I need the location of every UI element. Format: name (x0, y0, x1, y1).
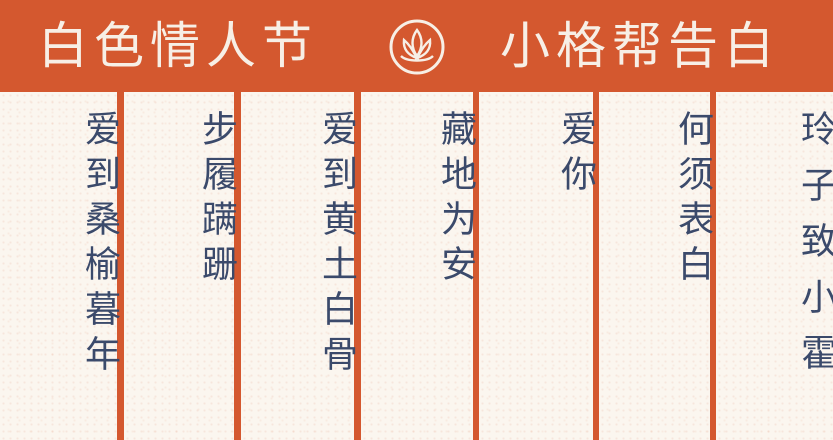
panel-5-text: 爱你 (555, 110, 596, 200)
panel-6-text: 何须表白 (672, 110, 713, 290)
panel-6: 何须表白 (599, 92, 713, 440)
panel-5: 爱你 (479, 92, 596, 440)
lotus-emblem-icon (389, 19, 445, 75)
panel-1-text: 爱到桑榆暮年 (79, 110, 120, 380)
panel-2-text: 步履蹒跚 (196, 110, 237, 290)
header-right-title: 小格帮告白 (500, 17, 780, 75)
header-left-title: 白色情人节 (38, 17, 318, 75)
panel-1: 爱到桑榆暮年 (0, 92, 120, 440)
panel-3: 爱到黄土白骨 (241, 92, 357, 440)
panel-4-text: 藏地为安 (435, 110, 476, 290)
panel-row: 爱到桑榆暮年 步履蹒跚 爱到黄土白骨 藏地为安 爱你 何须表白 玲子致小霍 (0, 92, 833, 440)
panel-3-text: 爱到黄土白骨 (316, 110, 357, 380)
panel-7: 玲子致小霍 (716, 92, 833, 440)
panel-4: 藏地为安 (361, 92, 476, 440)
panel-7-text: 玲子致小霍 (795, 110, 833, 390)
panel-2: 步履蹒跚 (124, 92, 237, 440)
header-bar: 白色情人节 小格帮告白 (0, 0, 833, 92)
